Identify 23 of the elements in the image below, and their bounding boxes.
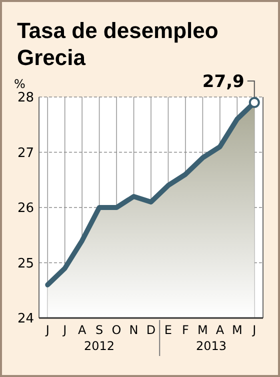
x-tick-label: J	[44, 323, 50, 337]
y-tick-label: 28	[17, 90, 34, 106]
x-tick-label: F	[182, 323, 190, 337]
x-tick-label: S	[95, 323, 104, 337]
x-tick-label: A	[78, 323, 87, 337]
text: 2013	[196, 339, 227, 353]
x-tick-label: O	[112, 323, 122, 337]
y-axis-title: %	[14, 77, 26, 91]
text: 27,9	[202, 72, 244, 92]
y-tick-label: 26	[17, 201, 34, 216]
x-tick-label: E	[164, 323, 172, 337]
y-tick-label: 24	[17, 312, 34, 327]
x-tick-label: M	[198, 323, 208, 337]
text: 2012	[84, 339, 115, 353]
chart-title: Tasa de desempleo Grecia	[17, 18, 218, 70]
x-tick-label: J	[252, 323, 256, 337]
y-tick-label: 25	[17, 256, 34, 272]
x-tick-label: M	[232, 323, 242, 337]
x-tick-label: A	[216, 323, 225, 337]
x-tick-label: D	[146, 323, 156, 337]
y-tick-label: 27	[17, 146, 34, 161]
x-tick-label: N	[129, 323, 138, 337]
x-tick-label: J	[62, 323, 67, 337]
